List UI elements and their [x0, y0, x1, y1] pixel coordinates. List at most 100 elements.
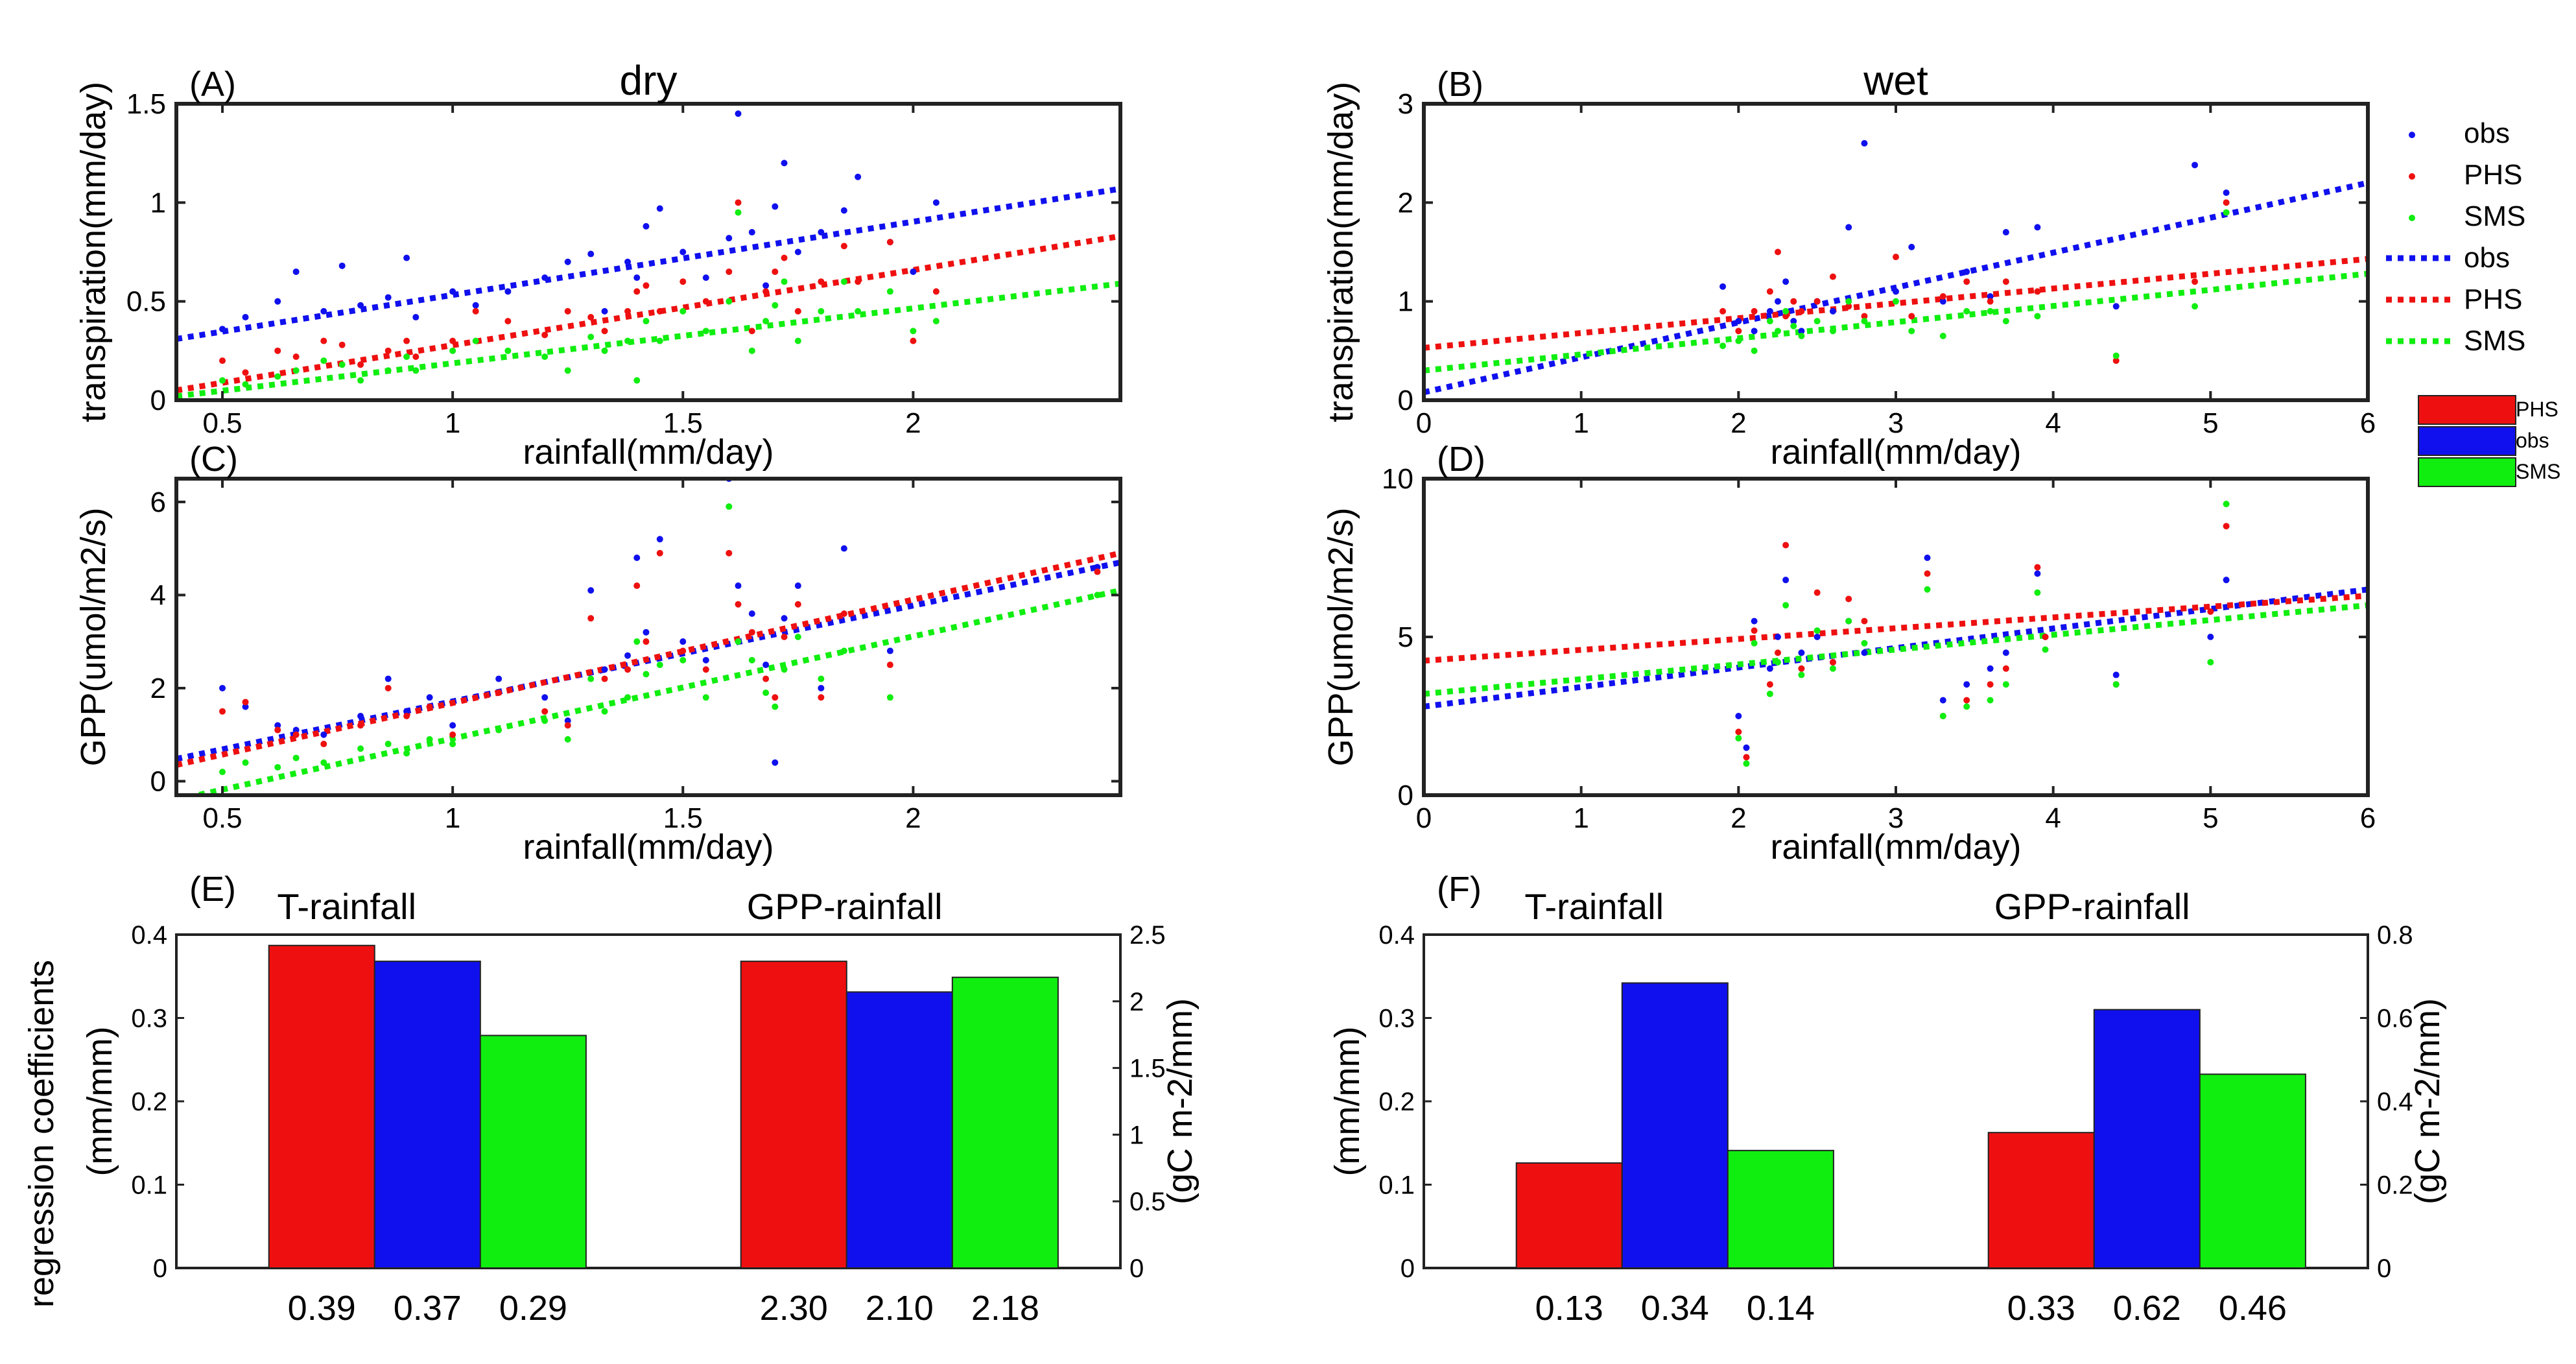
- point-SMS: [1939, 713, 1946, 719]
- legend-line-label: SMS: [2464, 325, 2525, 357]
- x-tick-label: 3: [1888, 802, 1904, 834]
- point-PHS: [1735, 728, 1742, 736]
- point-PHS: [1829, 659, 1836, 666]
- point-obs: [587, 587, 595, 594]
- point-PHS: [1751, 307, 1758, 315]
- bar-obs: [845, 991, 953, 1269]
- point-obs: [1939, 697, 1946, 704]
- point-PHS: [1775, 248, 1781, 256]
- y-axis-label: transpiration(mm/day): [74, 82, 113, 422]
- point-PHS: [855, 278, 862, 285]
- point-obs: [1735, 318, 1742, 325]
- point-SMS: [1845, 617, 1852, 625]
- point-PHS: [564, 722, 571, 729]
- fit-line-obs: [176, 185, 1120, 342]
- bar-SMS: [2199, 1073, 2306, 1269]
- point-SMS: [564, 367, 571, 374]
- point-obs: [633, 274, 641, 281]
- point-PHS: [762, 288, 770, 295]
- point-SMS: [726, 503, 733, 510]
- point-PHS: [1743, 754, 1750, 761]
- point-obs: [2223, 189, 2230, 197]
- bar-PHS: [1987, 1132, 2095, 1269]
- point-SMS: [1963, 307, 1970, 315]
- point-obs: [564, 258, 571, 265]
- point-SMS: [449, 741, 456, 748]
- point-PHS: [1861, 313, 1868, 320]
- point-SMS: [1782, 602, 1790, 609]
- bar-SMS: [951, 976, 1059, 1269]
- point-obs: [292, 726, 300, 734]
- point-obs: [242, 703, 249, 710]
- point-obs: [1782, 278, 1790, 285]
- point-PHS: [338, 341, 346, 348]
- point-SMS: [818, 675, 825, 682]
- point-SMS: [932, 318, 939, 325]
- point-SMS: [1743, 760, 1750, 767]
- x-axis-label: rainfall(mm/day): [523, 828, 774, 867]
- x-tick-label: 6: [2360, 407, 2376, 439]
- panel-label: (F): [1437, 870, 1482, 909]
- legend-bar-label: SMS: [2516, 460, 2560, 483]
- bar-value-label: 0.29: [499, 1289, 567, 1328]
- point-PHS: [624, 307, 632, 315]
- point-obs: [541, 274, 549, 281]
- fit-line-SMS: [183, 587, 1120, 795]
- point-PHS: [504, 318, 512, 325]
- bar-PHS: [740, 961, 847, 1269]
- point-SMS: [886, 694, 893, 701]
- panel-E: 0.39 0.37 0.29 T-rainfall 2.30 2.10 2.18 GPP-ra…: [22, 870, 1199, 1328]
- point-PHS: [1939, 293, 1946, 300]
- point-SMS: [1814, 627, 1821, 634]
- point-obs: [1743, 744, 1750, 751]
- point-SMS: [541, 353, 549, 360]
- point-SMS: [748, 656, 755, 664]
- y-tick-label-left: 0.4: [131, 921, 167, 950]
- point-obs: [702, 656, 709, 664]
- point-SMS: [656, 337, 663, 344]
- point-SMS: [2112, 681, 2120, 688]
- point-PHS: [292, 731, 300, 738]
- point-PHS: [1924, 570, 1931, 577]
- point-obs: [762, 282, 770, 289]
- point-SMS: [1735, 337, 1742, 344]
- point-obs: [587, 250, 595, 257]
- point-obs: [794, 582, 801, 590]
- point-SMS: [781, 666, 788, 673]
- point-PHS: [2034, 288, 2041, 295]
- point-PHS: [384, 684, 392, 691]
- point-obs: [2112, 303, 2120, 310]
- point-SMS: [735, 209, 742, 216]
- point-PHS: [1798, 665, 1805, 672]
- point-SMS: [242, 759, 249, 766]
- point-obs: [242, 314, 249, 321]
- x-tick-label: 1: [1573, 802, 1589, 834]
- point-SMS: [2223, 209, 2230, 216]
- point-SMS: [1845, 298, 1852, 305]
- point-obs: [449, 722, 456, 729]
- point-PHS: [242, 699, 249, 706]
- point-PHS: [624, 666, 632, 673]
- point-SMS: [2207, 659, 2214, 666]
- point-PHS: [726, 549, 733, 556]
- point-obs: [426, 694, 433, 701]
- panel-A: 0.5 1 1.5 200.511.5rainfall(mm/day)transpir…: [74, 57, 1122, 472]
- point-PHS: [702, 666, 709, 673]
- point-SMS: [1766, 318, 1773, 325]
- point-SMS: [495, 726, 502, 734]
- point-obs: [2034, 570, 2041, 577]
- y-tick-label-left: 0.2: [1378, 1088, 1415, 1116]
- point-SMS: [1963, 703, 1970, 710]
- panel-label: (C): [189, 440, 238, 479]
- legend-swatch-obs: [2418, 426, 2516, 456]
- bar-SMS: [1727, 1149, 1834, 1269]
- panel-title: wet: [1863, 57, 1928, 104]
- point-PHS: [292, 353, 300, 360]
- y-tick-label: 6: [150, 486, 166, 518]
- point-SMS: [762, 318, 770, 325]
- point-SMS: [449, 347, 456, 354]
- point-obs: [818, 229, 825, 236]
- legend-lines: obs PHS SMS obs PHS SMS: [2386, 117, 2525, 357]
- y-tick-label: 2: [1398, 187, 1413, 219]
